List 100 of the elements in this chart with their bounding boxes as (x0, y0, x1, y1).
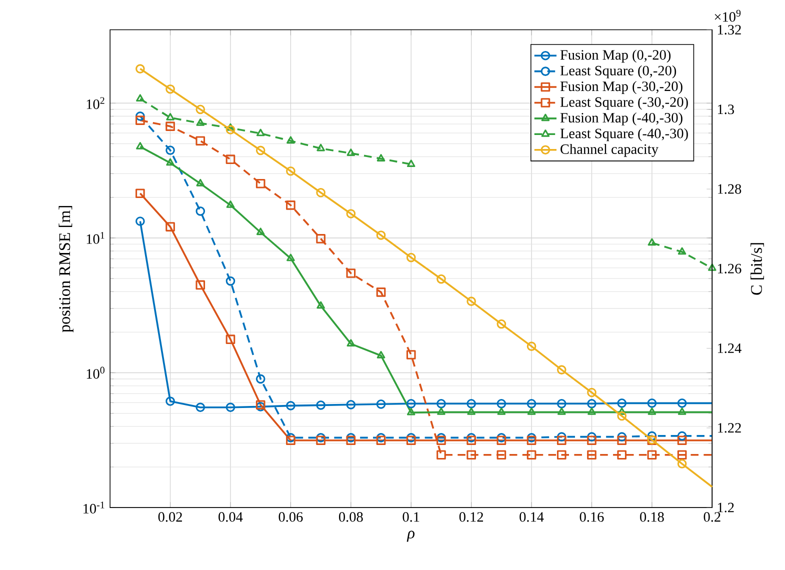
point (677, 450, 687, 460)
point (406, 350, 416, 360)
x-tick-label: 0.18 (640, 512, 664, 522)
point (256, 178, 266, 188)
y-axis-title: position RMSE [m] (58, 206, 74, 332)
point (526, 433, 536, 442)
point (226, 402, 236, 412)
point (226, 200, 235, 208)
point (256, 228, 265, 236)
point (557, 408, 566, 415)
point (316, 400, 326, 410)
point (496, 450, 506, 460)
point (677, 398, 687, 408)
x-tick-label: 0.08 (338, 512, 363, 522)
point (286, 433, 296, 442)
point (587, 436, 596, 446)
point (286, 436, 296, 446)
point (406, 433, 416, 442)
y2-tick-label: 1.2 (718, 502, 734, 512)
y2-tick-label: 1.28 (718, 184, 742, 194)
point (406, 160, 416, 167)
point (436, 450, 446, 460)
point (196, 118, 205, 126)
point (316, 433, 326, 442)
point (196, 206, 206, 216)
point (196, 280, 206, 290)
y-tick-label: 10$^{2}$ (86, 97, 104, 110)
point (466, 436, 476, 446)
point (587, 398, 596, 408)
point (587, 450, 596, 460)
point (346, 339, 356, 347)
point (617, 450, 627, 460)
point (466, 433, 476, 442)
x-tick-label: 0.14 (520, 512, 544, 522)
point (556, 432, 566, 442)
point (617, 398, 627, 408)
point (496, 436, 506, 446)
point (436, 398, 446, 408)
point (526, 450, 536, 460)
point (527, 408, 536, 415)
point (556, 450, 566, 460)
point (406, 408, 416, 416)
x-tick-label: 0.02 (158, 512, 182, 522)
point (136, 188, 145, 198)
point (677, 436, 687, 446)
point (286, 136, 295, 144)
y2-axis-title: C [bit/s] (750, 243, 764, 295)
point (136, 94, 144, 102)
point (588, 408, 596, 415)
point (677, 431, 687, 441)
x-tick-label: 0.16 (580, 512, 604, 522)
point (196, 402, 206, 412)
x-tick-label: 0.2 (704, 512, 720, 522)
point (436, 436, 446, 446)
point (708, 263, 716, 271)
point (406, 398, 416, 408)
point (136, 142, 144, 150)
y-tick-label: 10$^{0}$ (86, 366, 104, 379)
point (496, 398, 506, 408)
point (617, 436, 627, 446)
point (587, 432, 596, 442)
point (346, 433, 356, 442)
point (346, 436, 356, 446)
point (286, 254, 295, 262)
point (166, 222, 175, 232)
point (346, 400, 356, 410)
point (678, 247, 686, 255)
point (526, 436, 536, 446)
x-tick-label: 0.04 (218, 512, 243, 522)
point (647, 431, 657, 441)
y2-tick-label: 1.22 (718, 423, 741, 433)
point (436, 433, 446, 442)
point (166, 122, 175, 131)
point (256, 128, 265, 136)
y2-tick-label: 1.32 (718, 24, 741, 35)
y2-tick-label: 1.24 (718, 343, 742, 354)
y-tick-label: 10$^{-1}$ (84, 502, 104, 514)
point (556, 436, 566, 446)
point (226, 276, 236, 286)
legend-label: Channel capacity (560, 144, 658, 157)
point (376, 288, 386, 297)
legend-label: Fusion Map (-30,-20) (560, 81, 682, 94)
point (497, 408, 506, 415)
point (618, 408, 626, 415)
point (496, 433, 506, 442)
point (617, 432, 627, 442)
x-tick-label: 0.12 (459, 512, 483, 522)
point (647, 450, 657, 460)
point (466, 450, 476, 460)
point (286, 400, 296, 410)
point (678, 408, 686, 415)
point (316, 436, 326, 446)
text: ×10$^{9}$ (714, 10, 741, 22)
point (166, 158, 174, 166)
point (346, 148, 356, 156)
point (526, 398, 536, 408)
point (376, 154, 386, 162)
point (556, 398, 566, 408)
point (226, 154, 236, 164)
point (226, 334, 236, 344)
